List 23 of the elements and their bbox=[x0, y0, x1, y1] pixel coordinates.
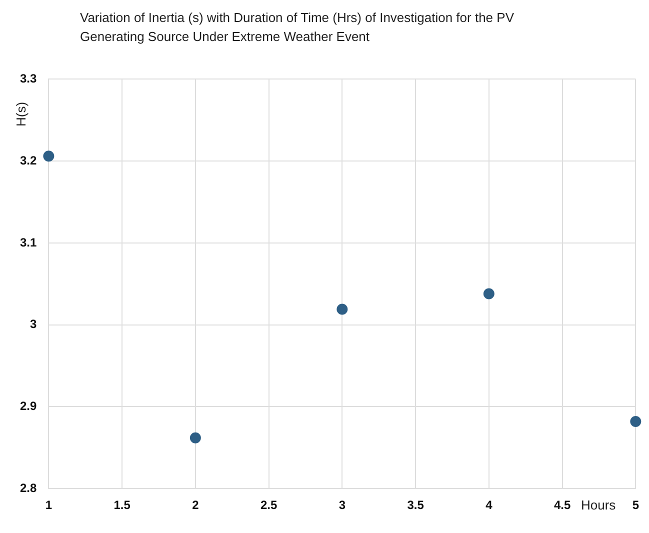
point bbox=[630, 416, 642, 427]
chart-title: Variation of Inertia (s) with Duration of Time (Hrs) of Investigation for the PV Generating Source Under Extreme Weather Event bbox=[80, 9, 515, 46]
x-tick-label: 1.5 bbox=[114, 498, 131, 512]
y-tick-label: 3 bbox=[30, 317, 37, 332]
point bbox=[43, 150, 54, 162]
point bbox=[190, 432, 201, 444]
point bbox=[483, 288, 494, 300]
x-tick-label: 4.5 bbox=[554, 498, 571, 512]
x-axis-title: Hours bbox=[580, 498, 616, 513]
y-tick-label: 3.2 bbox=[20, 153, 37, 168]
x-tick-label: 5 bbox=[632, 498, 640, 512]
y-tick-label: 2.8 bbox=[20, 480, 37, 495]
x-tick-label: 4 bbox=[486, 498, 493, 512]
y-tick-label: 3.3 bbox=[20, 72, 37, 86]
point bbox=[336, 304, 348, 315]
x-tick-label: 2.5 bbox=[260, 498, 278, 512]
x-tick-label: 1 bbox=[45, 498, 52, 512]
x-tick-label: 3.5 bbox=[407, 498, 424, 512]
y-axis-title: H(s) bbox=[13, 102, 28, 126]
x-tick-label: 2 bbox=[192, 498, 200, 512]
y-tick-label: 2.9 bbox=[20, 399, 37, 414]
y-tick-label: 3.1 bbox=[20, 235, 37, 250]
x-tick-label: 3 bbox=[338, 498, 346, 512]
